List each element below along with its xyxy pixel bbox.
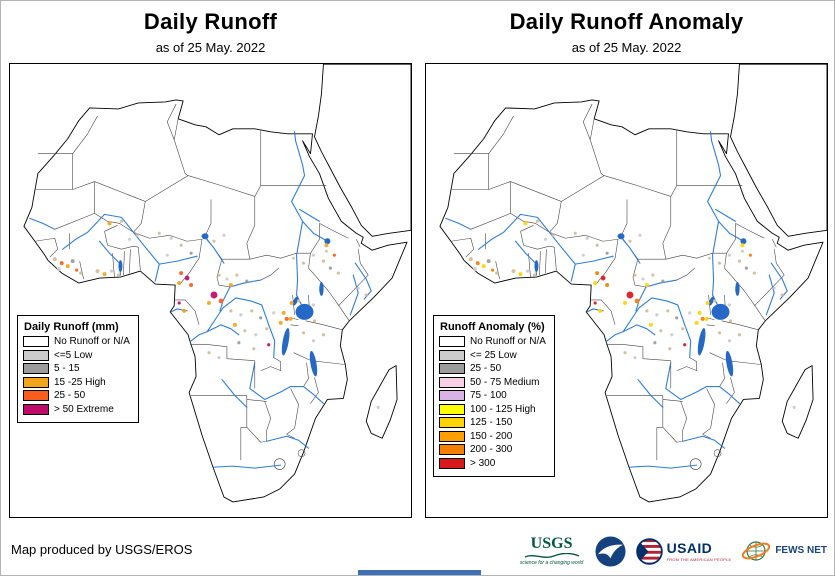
- noaa-logo: [595, 535, 626, 567]
- right-panel-title: Daily Runoff Anomaly: [509, 9, 744, 34]
- left-panel-subtitle: as of 25 May. 2022: [155, 40, 266, 55]
- left-panel-title: Daily Runoff: [143, 9, 278, 34]
- usaid-logo-text: USAID: [666, 539, 713, 556]
- left-panel-header: Daily Runoff as of 25 May. 2022: [9, 9, 412, 55]
- legend-label: No Runoff or N/A: [54, 336, 130, 347]
- legend-label: <=5 Low: [54, 349, 93, 361]
- legend-row: 150 - 200: [439, 430, 546, 442]
- legend-label: 25 - 50: [470, 363, 502, 374]
- daily-runoff-legend: Daily Runoff (mm) No Runoff or N/A <=5 Lo…: [17, 315, 139, 423]
- legend-label: > 300: [470, 457, 496, 469]
- africa-basemap: [23, 64, 411, 503]
- legend-row: 5 - 15: [23, 363, 130, 374]
- legend-swatch: [439, 336, 465, 347]
- legend-swatch: [439, 403, 465, 415]
- legend-row: <=5 Low: [23, 349, 130, 361]
- legend-swatch: [439, 363, 465, 374]
- legend-row: <= 25 Low: [439, 349, 546, 361]
- legend-swatch: [23, 363, 49, 374]
- usaid-shield-icon: [635, 537, 663, 565]
- usgs-swoosh-icon: [524, 553, 579, 558]
- noaa-seal-icon: [595, 535, 626, 567]
- legend-row: 25 - 50: [439, 363, 546, 374]
- usaid-logo: USAID FROM THE AMERICAN PEOPLE: [635, 537, 732, 565]
- legend-title: Daily Runoff (mm): [24, 321, 119, 333]
- fewsnet-logo: FEWS NET: [741, 536, 827, 566]
- agency-logos: USGS science for a changing world: [519, 531, 827, 571]
- runoff-anomaly-map-svg: [439, 64, 827, 503]
- fewsnet-logo-text: FEWS NET: [775, 544, 827, 556]
- legend-row: 25 - 50: [23, 390, 130, 401]
- legend-label: 15 -25 High: [54, 376, 106, 388]
- legend-items: No Runoff or N/A <= 25 Low 25 - 50 50 - 75 …: [439, 336, 546, 469]
- bottom-blue-bar: [358, 570, 481, 575]
- legend-row: No Runoff or N/A: [23, 336, 130, 347]
- legend-label: 5 - 15: [54, 363, 80, 374]
- legend-swatch: [439, 457, 465, 469]
- legend-label: 75 - 100: [470, 390, 507, 401]
- legend-row: 200 - 300: [439, 444, 546, 455]
- runoff-anomaly-map: Runoff Anomaly (%) No Runoff or N/A <= 25…: [425, 63, 828, 518]
- legend-swatch: [23, 390, 49, 401]
- legend-swatch: [439, 376, 465, 388]
- legend-swatch: [439, 349, 465, 361]
- legend-swatch: [23, 403, 49, 415]
- legend-swatch: [23, 336, 49, 347]
- anomaly-dots-layer: [468, 219, 796, 410]
- legend-row: 100 - 125 High: [439, 403, 546, 415]
- legend-label: 50 - 75 Medium: [470, 376, 540, 388]
- legend-row: 125 - 150: [439, 417, 546, 428]
- legend-row: 75 - 100: [439, 390, 546, 401]
- legend-swatch: [23, 349, 49, 361]
- legend-label: <= 25 Low: [470, 349, 517, 361]
- legend-row: 15 -25 High: [23, 376, 130, 388]
- legend-swatch: [439, 430, 465, 442]
- fewsnet-globe-icon: [742, 541, 771, 561]
- usaid-tagline: FROM THE AMERICAN PEOPLE: [666, 556, 732, 562]
- legend-label: 25 - 50: [54, 390, 86, 401]
- usgs-logo: USGS science for a changing world: [519, 535, 585, 567]
- legend-label: 100 - 125 High: [470, 403, 536, 415]
- right-panel-header: Daily Runoff Anomaly as of 25 May. 2022: [425, 9, 828, 55]
- legend-label: > 50 Extreme: [54, 403, 114, 415]
- legend-label: 200 - 300: [470, 444, 513, 455]
- runoff-dots-layer: [52, 219, 380, 410]
- legend-swatch: [439, 417, 465, 428]
- legend-row: > 50 Extreme: [23, 403, 130, 415]
- daily-runoff-map-svg: [23, 64, 411, 503]
- usgs-logo-text: USGS: [530, 535, 573, 552]
- legend-row: 50 - 75 Medium: [439, 376, 546, 388]
- legend-swatch: [439, 390, 465, 401]
- legend-swatch: [439, 444, 465, 455]
- legend-row: No Runoff or N/A: [439, 336, 546, 347]
- legend-title: Runoff Anomaly (%): [440, 321, 545, 333]
- legend-label: 150 - 200: [470, 430, 513, 442]
- legend-row: > 300: [439, 457, 546, 469]
- legend-label: 125 - 150: [470, 417, 513, 428]
- runoff-anomaly-legend: Runoff Anomaly (%) No Runoff or N/A <= 25…: [433, 315, 555, 477]
- right-panel-subtitle: as of 25 May. 2022: [571, 40, 682, 55]
- legend-label: No Runoff or N/A: [470, 336, 546, 347]
- usgs-tagline: science for a changing world: [519, 560, 584, 566]
- legend-items: No Runoff or N/A <=5 Low 5 - 15 15 -25 High…: [23, 336, 130, 415]
- daily-runoff-map: Daily Runoff (mm) No Runoff or N/A <=5 Lo…: [9, 63, 412, 518]
- map-credit-text: Map produced by USGS/EROS: [11, 542, 193, 557]
- legend-swatch: [23, 376, 49, 388]
